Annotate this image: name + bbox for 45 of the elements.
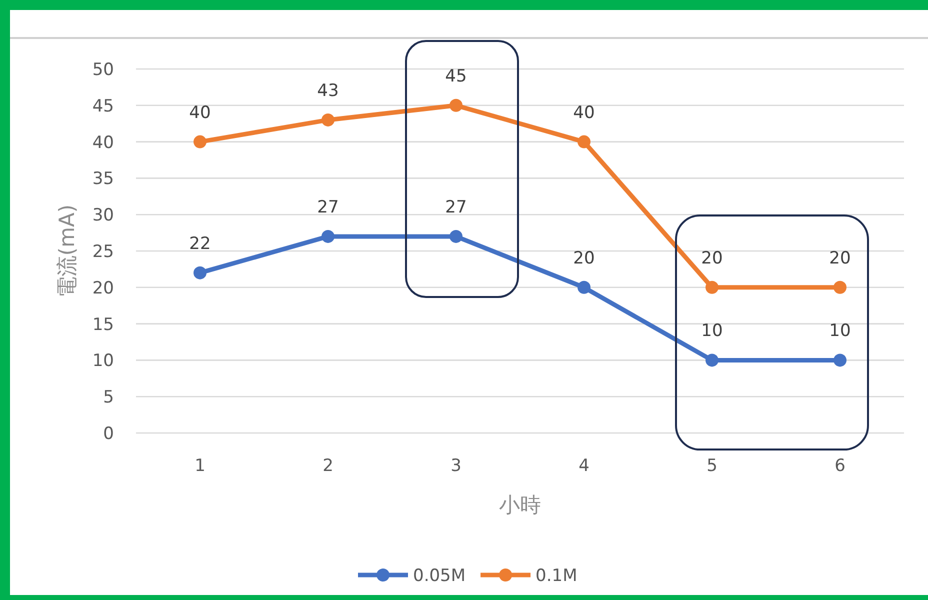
data-label: 45 [445, 66, 467, 86]
point [578, 135, 590, 148]
point [322, 113, 334, 126]
x-axis-title: 小時 [499, 493, 541, 517]
point [450, 98, 462, 112]
data-label: 22 [189, 234, 211, 254]
point [706, 280, 718, 294]
y-tick-label: 25 [92, 242, 114, 262]
data-label: 27 [445, 197, 467, 218]
y-axis-title: 電流(mA) [55, 204, 79, 298]
point [194, 266, 206, 280]
data-label: 43 [317, 80, 339, 101]
data-label: 20 [573, 248, 595, 268]
y-tick-label: 0 [103, 424, 114, 444]
data-label: 20 [829, 248, 851, 268]
x-tick-label: 1 [194, 456, 206, 476]
legend-label: 0.1M [536, 566, 578, 586]
y-tick-label: 40 [92, 132, 114, 153]
point [322, 230, 334, 243]
y-tick-label: 5 [103, 388, 114, 408]
data-label: 27 [317, 197, 339, 218]
data-label: 10 [829, 321, 851, 342]
point [834, 280, 846, 294]
data-label: 10 [701, 321, 723, 342]
data-label: 40 [573, 102, 595, 123]
x-tick-label: 2 [322, 456, 334, 476]
point [450, 230, 462, 243]
x-tick-label: 4 [578, 456, 590, 476]
y-tick-label: 30 [92, 206, 114, 226]
x-tick-label: 5 [706, 456, 718, 476]
point [578, 280, 590, 294]
y-tick-label: 35 [92, 169, 114, 190]
legend-label: 0.05M [413, 566, 466, 586]
x-tick-label: 6 [834, 456, 846, 476]
y-tick-label: 20 [92, 278, 114, 298]
point [194, 135, 206, 148]
data-label: 40 [189, 102, 211, 123]
y-tick-label: 10 [92, 351, 114, 372]
point [706, 354, 718, 367]
x-tick-label: 3 [450, 456, 462, 476]
y-tick-label: 15 [92, 314, 114, 335]
y-tick-label: 45 [92, 96, 114, 116]
y-tick-label: 50 [92, 60, 114, 80]
point [834, 354, 846, 367]
data-label: 20 [701, 248, 723, 268]
